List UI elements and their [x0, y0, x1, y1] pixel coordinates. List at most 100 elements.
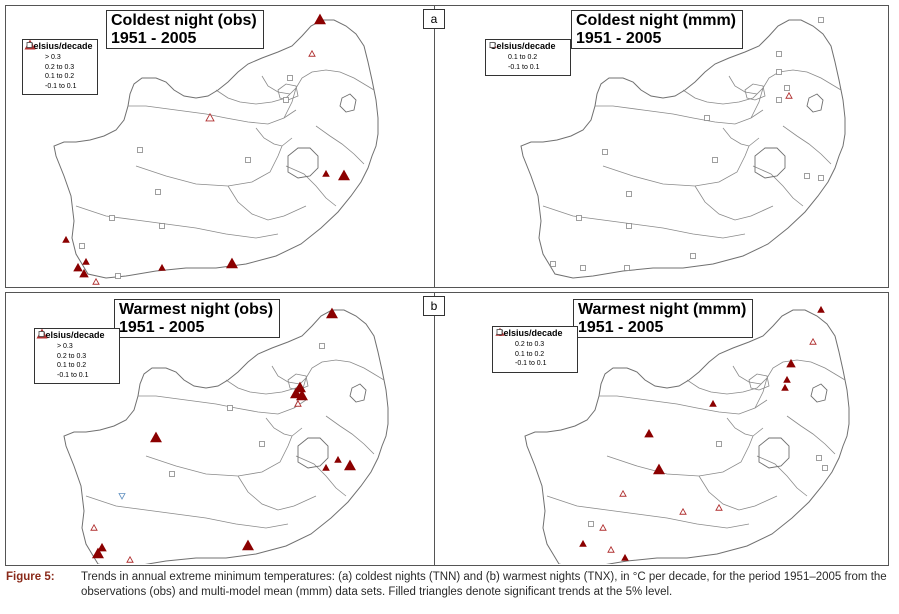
- province-border: [546, 495, 750, 529]
- station-square-marker: [79, 243, 85, 249]
- station-negative-marker: [118, 493, 126, 500]
- eswatini-outline: [339, 93, 357, 113]
- province-border: [265, 417, 303, 437]
- panel-title-line1: Coldest night (mmm): [576, 12, 736, 29]
- station-significant-marker: [226, 257, 238, 269]
- station-square-marker: [576, 215, 582, 221]
- station-trend-marker: [126, 555, 134, 563]
- eswatini-outline: [349, 383, 367, 403]
- map-panel-coldest-obs: Coldest night (obs) 1951 - 2005 Celsius/…: [6, 6, 434, 286]
- legend-item: 0.1 to 0.2: [26, 41, 93, 82]
- legend: Celsius/decade > 0.3 0.2 to 0.3 0.1 to 0.2…: [22, 39, 98, 95]
- station-square-marker: [159, 223, 165, 229]
- south-africa-map: [524, 305, 850, 564]
- legend-item: > 0.3: [36, 329, 115, 352]
- station-square-marker: [319, 343, 325, 349]
- station-significant-marker: [314, 13, 326, 25]
- province-border: [750, 69, 842, 119]
- station-significant-marker: [621, 553, 629, 561]
- station-significant-marker: [653, 463, 665, 475]
- station-trend-marker: [715, 503, 723, 511]
- legend-label: -0.1 to 0.1: [57, 371, 89, 379]
- legend-label: 0.2 to 0.3: [57, 352, 87, 360]
- station-square-marker: [804, 173, 810, 179]
- panel-title-line2: 1951 - 2005: [576, 30, 662, 47]
- panel-title-line1: Warmest night (mmm): [578, 301, 747, 318]
- station-significant-marker: [322, 169, 330, 177]
- station-significant-marker: [781, 383, 789, 391]
- station-square-marker: [626, 191, 632, 197]
- map-panel-warmest-mmm: Warmest night (mmm) 1951 - 2005 Celsius/…: [435, 293, 886, 564]
- legend-label: 0.2 to 0.3: [515, 341, 545, 349]
- station-square-marker: [588, 521, 594, 527]
- station-significant-marker: [82, 257, 90, 265]
- province-border: [732, 365, 762, 385]
- legend-item: -0.1 to 0.1: [496, 329, 573, 369]
- station-significant-marker: [817, 305, 825, 313]
- station-square-marker: [580, 265, 586, 271]
- province-border: [595, 105, 764, 125]
- station-trend-marker: [205, 112, 215, 122]
- province-border: [682, 87, 764, 105]
- legend-item: -0.1 to 0.1: [489, 42, 566, 73]
- province-border: [227, 185, 307, 221]
- panel-title-line2: 1951 - 2005: [119, 319, 205, 336]
- panel-tag-b: b: [423, 296, 445, 316]
- gauteng-outline: [744, 83, 766, 101]
- legend-item: -0.1 to 0.1: [38, 331, 115, 381]
- lesotho-outline: [758, 437, 790, 469]
- eswatini-outline: [810, 383, 828, 403]
- station-trend-marker: [308, 49, 316, 57]
- legend-label: 0.1 to 0.2: [515, 350, 545, 358]
- station-significant-marker: [322, 463, 330, 471]
- station-significant-marker: [334, 455, 342, 463]
- station-significant-marker: [150, 431, 162, 443]
- legend-title: Celsius/decade: [27, 41, 93, 51]
- station-significant-marker: [296, 389, 308, 401]
- station-trend-marker: [809, 337, 817, 345]
- station-significant-marker: [326, 307, 338, 319]
- station-square-marker: [259, 441, 265, 447]
- province-border: [786, 415, 836, 455]
- station-square-marker: [115, 273, 121, 279]
- legend-item: 0.2 to 0.3: [495, 327, 573, 350]
- station-significant-marker: [158, 263, 166, 271]
- lesotho-outline: [754, 147, 786, 179]
- province-border: [128, 105, 297, 125]
- province-border: [237, 475, 317, 511]
- station-significant-marker: [338, 169, 350, 181]
- station-trend-marker: [619, 489, 627, 497]
- station-square-marker: [690, 253, 696, 259]
- station-square-marker: [602, 149, 608, 155]
- figure-row-a: [5, 5, 889, 288]
- station-significant-marker: [294, 381, 306, 393]
- station-square-marker: [716, 441, 722, 447]
- province-border: [145, 435, 293, 477]
- station-significant-marker: [242, 539, 254, 551]
- south-africa-map: [520, 17, 846, 279]
- station-trend-marker: [785, 91, 793, 99]
- province-border: [325, 415, 375, 455]
- province-border: [694, 185, 774, 221]
- station-square-marker: [137, 147, 143, 153]
- gauteng-outline: [748, 373, 770, 391]
- station-square-marker: [287, 75, 293, 81]
- station-square-marker: [704, 115, 710, 121]
- station-square-marker: [155, 189, 161, 195]
- map-panel-warmest-obs: Warmest night (obs) 1951 - 2005 Celsius/…: [6, 293, 434, 564]
- gauteng-outline: [277, 83, 299, 101]
- legend-item: > 0.3: [24, 40, 93, 63]
- country-outline: [53, 19, 379, 279]
- divider-a: [434, 5, 435, 287]
- station-significant-marker: [783, 375, 791, 383]
- station-square-marker: [626, 223, 632, 229]
- station-square-marker: [624, 265, 630, 271]
- station-square-marker: [169, 471, 175, 477]
- panel-title: Warmest night (mmm) 1951 - 2005: [573, 299, 754, 338]
- legend-label: -0.1 to 0.1: [508, 63, 540, 71]
- province-border: [782, 125, 832, 165]
- map-panel-coldest-mmm: Coldest night (mmm) 1951 - 2005 Celsius/…: [435, 6, 886, 286]
- lesotho-outline: [287, 147, 319, 179]
- province-border: [698, 475, 778, 511]
- legend-label: -0.1 to 0.1: [515, 360, 547, 368]
